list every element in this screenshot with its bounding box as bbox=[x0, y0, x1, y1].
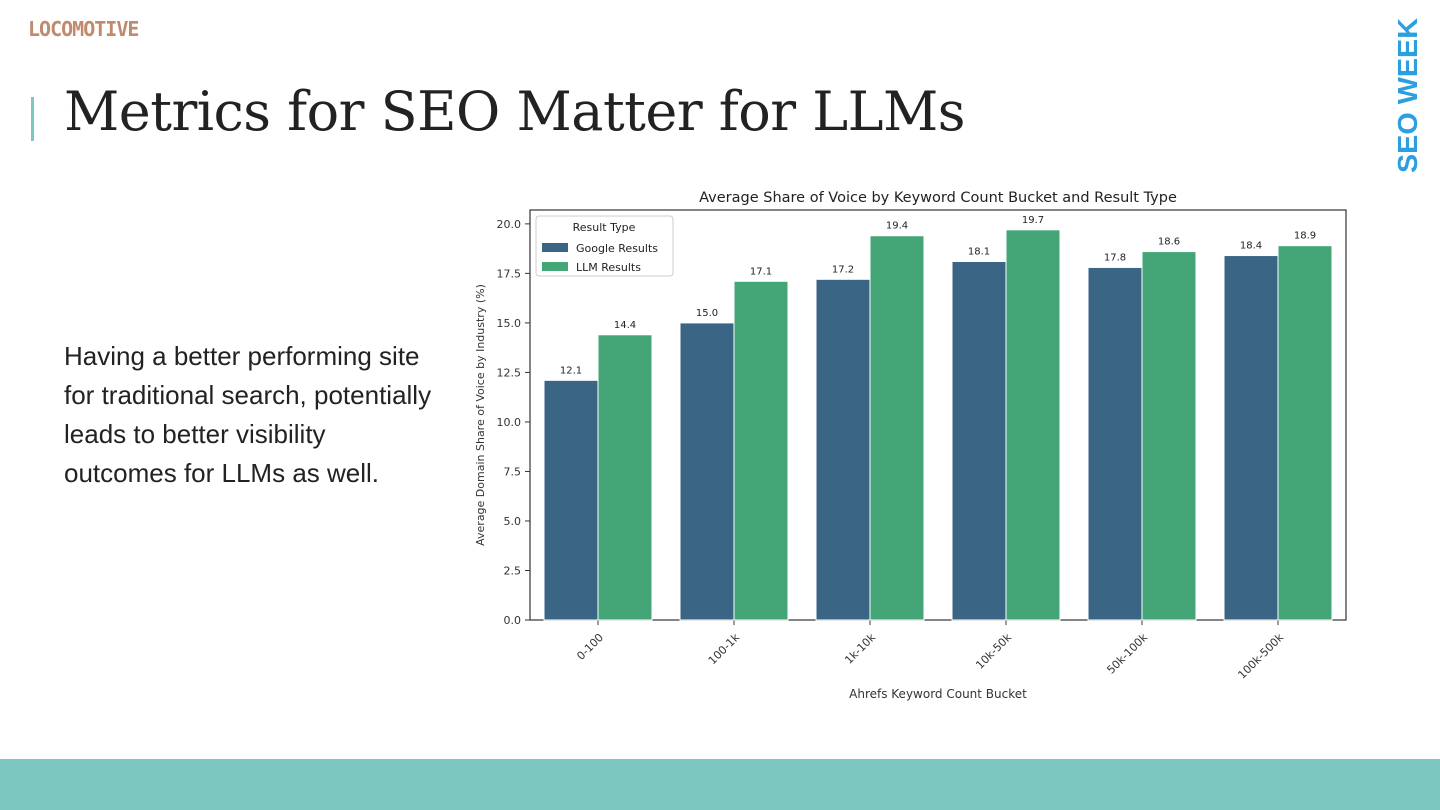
x-tick-label: 0-100 bbox=[574, 631, 606, 663]
bar-google bbox=[815, 278, 871, 621]
bar-llm bbox=[1277, 245, 1333, 621]
y-tick-label: 20.0 bbox=[497, 218, 522, 231]
legend-label: LLM Results bbox=[576, 261, 641, 274]
bar-llm bbox=[1005, 229, 1061, 621]
chart-bars bbox=[543, 229, 1333, 621]
y-tick-label: 2.5 bbox=[504, 564, 522, 577]
bar-value-label: 18.6 bbox=[1158, 237, 1180, 248]
title-accent-bar bbox=[31, 97, 34, 141]
plot-area-frame bbox=[529, 209, 1347, 621]
bar-google bbox=[679, 322, 735, 621]
bar-value-label: 18.9 bbox=[1294, 231, 1316, 242]
bar-value-label: 18.4 bbox=[1240, 241, 1262, 252]
bar-value-label: 15.0 bbox=[696, 308, 718, 319]
bar-google bbox=[951, 260, 1007, 621]
chart-legend: Result Type Google Results LLM Results bbox=[535, 215, 674, 277]
bar-value-label: 17.8 bbox=[1104, 252, 1126, 263]
seo-week-badge: SEO WEEK bbox=[1392, 18, 1422, 173]
bar-value-label: 12.1 bbox=[560, 365, 582, 376]
y-tick-label: 0.0 bbox=[504, 614, 522, 627]
y-tick-label: 7.5 bbox=[504, 465, 522, 478]
bar-google bbox=[1223, 255, 1279, 621]
legend-label: Google Results bbox=[576, 242, 658, 255]
slide-title: Metrics for SEO Matter for LLMs bbox=[64, 80, 966, 143]
y-tick-label: 15.0 bbox=[497, 317, 522, 330]
bar-llm bbox=[733, 280, 789, 621]
bar-chart: Average Share of Voice by Keyword Count … bbox=[474, 190, 1347, 701]
bar-value-label: 17.1 bbox=[750, 266, 772, 277]
y-axis-label: Average Domain Share of Voice by Industr… bbox=[474, 284, 487, 546]
bar-value-label: 17.2 bbox=[832, 264, 854, 275]
locomotive-logo: LOCOMOTIVE bbox=[28, 17, 139, 41]
bar-value-label: 14.4 bbox=[614, 320, 636, 331]
footer-band bbox=[0, 759, 1440, 810]
bar-llm bbox=[1141, 251, 1197, 621]
x-tick-label: 10k-50k bbox=[973, 630, 1014, 671]
y-tick-label: 12.5 bbox=[497, 366, 522, 379]
bar-google bbox=[543, 379, 599, 621]
x-tick-label: 100-1k bbox=[706, 630, 743, 667]
y-tick-label: 5.0 bbox=[504, 515, 522, 528]
legend-swatch bbox=[542, 262, 568, 271]
legend-swatch bbox=[542, 243, 568, 252]
legend-title: Result Type bbox=[573, 221, 636, 234]
bar-value-label: 19.7 bbox=[1022, 215, 1044, 226]
x-tick-label: 1k-10k bbox=[842, 630, 878, 666]
y-tick-label: 10.0 bbox=[497, 416, 522, 429]
bar-llm bbox=[597, 334, 653, 621]
y-tick-label: 17.5 bbox=[497, 267, 522, 280]
body-text: Having a better performing site for trad… bbox=[64, 341, 432, 488]
x-tick-label: 100k-500k bbox=[1235, 630, 1286, 681]
bar-value-label: 18.1 bbox=[968, 246, 990, 257]
seo-week-badge-text: SEO WEEK bbox=[1392, 18, 1422, 173]
legend-box bbox=[535, 215, 674, 277]
bar-value-label: 19.4 bbox=[886, 221, 908, 232]
bar-google bbox=[1087, 266, 1143, 621]
bar-llm bbox=[869, 235, 925, 621]
x-axis-label: Ahrefs Keyword Count Bucket bbox=[849, 687, 1027, 701]
x-tick-label: 50k-100k bbox=[1104, 630, 1150, 676]
chart-frame bbox=[525, 209, 1347, 625]
chart-title: Average Share of Voice by Keyword Count … bbox=[699, 190, 1177, 206]
